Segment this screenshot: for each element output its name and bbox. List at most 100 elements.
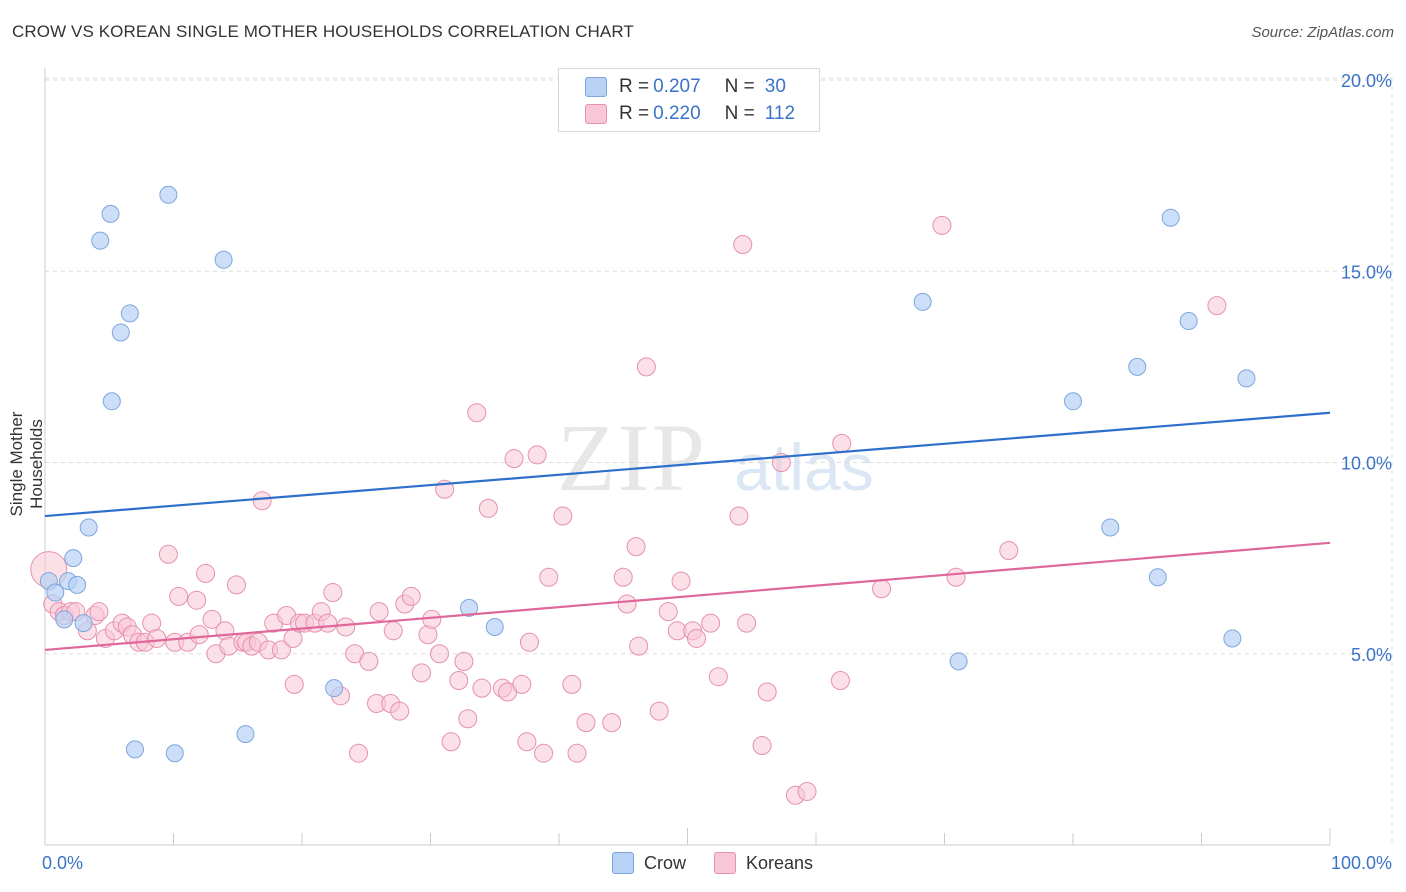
legend-item-crow[interactable]: Crow <box>612 852 686 874</box>
crow-point <box>1179 311 1198 330</box>
koreans-point <box>196 563 216 583</box>
series-legend: Crow Koreans <box>612 852 841 874</box>
crow-trend-line <box>44 411 1331 518</box>
koreans-point <box>752 736 772 756</box>
legend-item-koreans[interactable]: Koreans <box>714 852 813 874</box>
crow-point <box>214 250 233 269</box>
koreans-r-value: 0.220 <box>653 103 701 124</box>
koreans-point <box>89 602 109 622</box>
koreans-n-label: N = <box>724 103 755 124</box>
crow-point <box>1161 208 1180 227</box>
koreans-point <box>202 609 222 629</box>
koreans-point <box>147 628 167 648</box>
crow-point <box>949 652 968 671</box>
koreans-point <box>539 567 559 587</box>
koreans-point <box>422 609 442 629</box>
crow-point <box>460 598 479 617</box>
koreans-point <box>602 713 622 733</box>
y-tick-label: 5.0% <box>1351 645 1392 665</box>
koreans-point <box>576 713 596 733</box>
crow-r-value: 0.207 <box>653 76 701 97</box>
koreans-point <box>187 590 207 610</box>
y-axis-label: Single Mother Households <box>7 411 46 517</box>
crow-r-label: R = <box>619 76 650 97</box>
koreans-point <box>336 617 356 637</box>
koreans-point <box>629 636 649 656</box>
koreans-point <box>737 613 757 633</box>
koreans-point <box>519 632 539 652</box>
crow-point <box>46 583 65 602</box>
crow-legend-label: Crow <box>644 852 687 873</box>
koreans-point <box>872 579 892 599</box>
koreans-point <box>757 682 777 702</box>
koreans-point <box>383 621 403 641</box>
crow-point <box>74 614 93 633</box>
crow-point <box>325 679 344 698</box>
crow-point <box>913 292 932 311</box>
koreans-point <box>349 743 369 763</box>
koreans-point <box>252 491 272 511</box>
koreans-point <box>512 674 532 694</box>
crow-point <box>1223 629 1242 648</box>
koreans-point <box>478 498 498 518</box>
koreans-point <box>441 732 461 752</box>
koreans-point <box>527 445 547 465</box>
koreans-point <box>401 586 421 606</box>
source-label: Source: ZipAtlas.com <box>1251 24 1394 41</box>
koreans-point <box>626 537 646 557</box>
watermark-atlas: atlas <box>734 430 873 504</box>
crow-point <box>1064 392 1082 411</box>
crow-point <box>68 575 87 594</box>
crow-point <box>55 610 74 629</box>
crow-point <box>64 549 83 568</box>
koreans-point <box>613 567 633 587</box>
koreans-point <box>797 781 817 801</box>
koreans-r-label: R = <box>619 103 650 124</box>
koreans-point <box>504 449 524 469</box>
crow-point <box>79 518 98 537</box>
koreans-point <box>946 567 966 587</box>
crow-point <box>485 617 504 636</box>
crow-point <box>120 304 139 323</box>
crow-point <box>1101 518 1120 537</box>
crow-point <box>101 204 120 223</box>
koreans-point <box>830 671 850 691</box>
koreans-point <box>226 575 246 595</box>
koreans-point <box>359 651 379 671</box>
crow-point <box>1237 369 1256 388</box>
y-tick-label: 20.0% <box>1341 71 1392 91</box>
koreans-point <box>412 663 432 683</box>
koreans-point <box>658 602 678 622</box>
koreans-point <box>318 613 338 633</box>
koreans-point <box>617 594 637 614</box>
koreans-point <box>429 644 449 664</box>
koreans-point <box>733 234 753 254</box>
tick-labels: 5.0% 10.0% 15.0% 20.0% 0.0% 100.0% <box>42 71 1392 873</box>
crow-n-label: N = <box>724 76 755 97</box>
crow-swatch <box>585 77 607 97</box>
koreans-point <box>189 625 209 645</box>
watermark: ZIP atlas <box>557 404 874 511</box>
x-tick-label-max: 100.0% <box>1331 853 1392 873</box>
koreans-point <box>369 602 389 622</box>
legend-row-koreans: R = 0.220 N = 112 <box>585 102 795 126</box>
koreans-point <box>534 743 554 763</box>
koreans-point <box>458 709 478 729</box>
koreans-point <box>517 732 537 752</box>
koreans-point <box>671 571 691 591</box>
chart-title: CROW VS KOREAN SINGLE MOTHER HOUSEHOLDS … <box>12 22 634 41</box>
koreans-point <box>323 583 343 603</box>
koreans-point <box>271 640 291 660</box>
koreans-legend-label: Koreans <box>746 852 814 873</box>
y-tick-label: 10.0% <box>1341 454 1392 474</box>
koreans-point <box>636 357 656 377</box>
axes <box>44 68 1331 846</box>
koreans-point <box>454 651 474 671</box>
legend-row-crow: R = 0.207 N = 30 <box>585 75 786 99</box>
crow-point <box>111 323 130 342</box>
koreans-point <box>701 613 721 633</box>
koreans-point <box>158 544 178 564</box>
crow-point <box>91 231 110 250</box>
koreans-point <box>567 743 587 763</box>
koreans-point <box>832 433 852 453</box>
